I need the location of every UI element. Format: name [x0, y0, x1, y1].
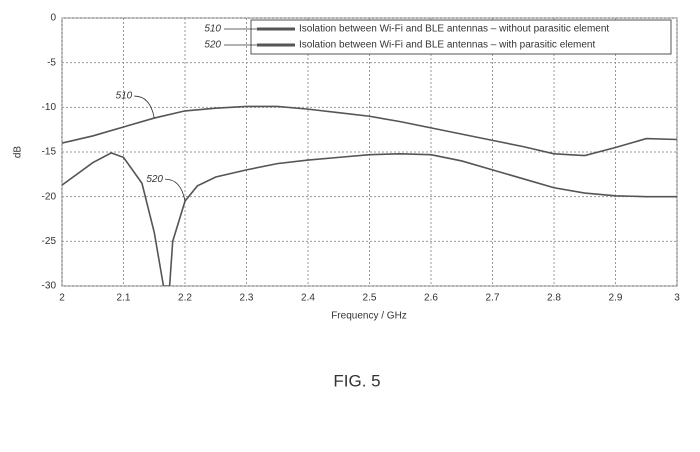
x-tick-label: 2	[59, 293, 65, 304]
x-tick-label: 2.7	[486, 293, 500, 304]
x-tick-label: 2.6	[424, 293, 438, 304]
y-tick-label: -20	[42, 191, 57, 202]
x-tick-label: 2.4	[301, 293, 315, 304]
legend-ref: 510	[204, 24, 221, 35]
y-tick-label: -5	[47, 57, 56, 68]
series-line	[62, 152, 677, 286]
curve-ref: 510	[116, 91, 133, 102]
x-tick-label: 2.8	[547, 293, 561, 304]
y-tick-label: -15	[42, 147, 57, 158]
figure-title: FIG. 5	[333, 371, 380, 390]
x-axis-label: Frequency / GHz	[331, 311, 407, 322]
y-tick-label: -30	[42, 281, 57, 292]
y-tick-label: -25	[42, 236, 57, 247]
legend-ref: 520	[204, 40, 221, 51]
y-tick-label: 0	[50, 13, 56, 24]
x-tick-label: 2.5	[363, 293, 377, 304]
x-tick-label: 2.2	[178, 293, 192, 304]
x-tick-label: 2.3	[240, 293, 254, 304]
leader-line	[134, 95, 155, 119]
leader-line	[164, 178, 186, 202]
y-axis-label: dB	[13, 146, 24, 159]
x-tick-label: 3	[674, 293, 680, 304]
x-tick-label: 2.1	[117, 293, 131, 304]
curve-ref: 520	[146, 174, 163, 185]
legend-label: Isolation between Wi-Fi and BLE antennas…	[299, 24, 609, 35]
x-tick-label: 2.9	[609, 293, 623, 304]
y-tick-label: -10	[42, 102, 57, 113]
legend-label: Isolation between Wi-Fi and BLE antennas…	[299, 40, 595, 51]
series-line	[62, 105, 677, 157]
legend-box	[250, 19, 672, 55]
